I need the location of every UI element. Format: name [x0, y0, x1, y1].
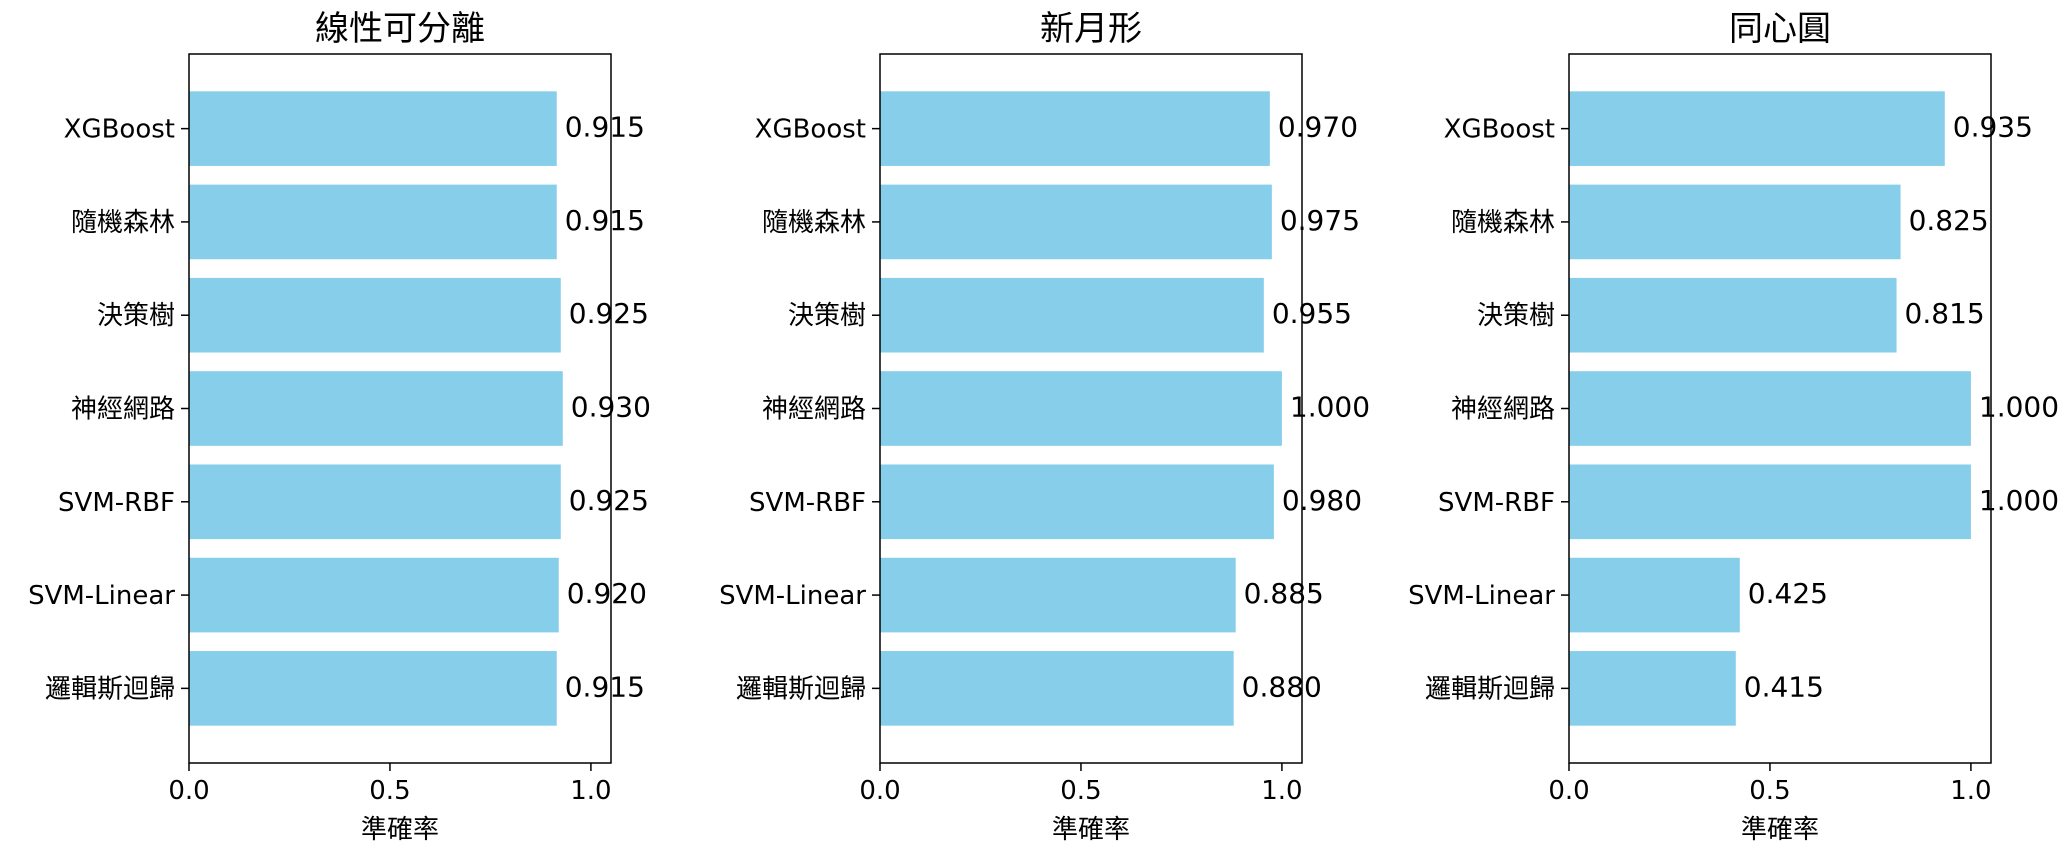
panel-2-bar [880, 557, 1236, 633]
panel-3-axes-frame [1568, 53, 1992, 764]
panel-2-category-label: 邏輯斯迴歸 [736, 674, 866, 704]
panel-2-bar [880, 371, 1282, 446]
panel-2-x-tick-label: 0.5 [1060, 776, 1101, 806]
panel-2-value-label: 0.955 [1272, 297, 1352, 330]
panel-2-category-label: 神經網路 [762, 395, 866, 425]
panel-1-category-label: 決策樹 [97, 301, 175, 331]
panel-3-value-label: 0.825 [1909, 204, 1989, 237]
panel-3-value-label: 0.815 [1905, 297, 1985, 330]
panel-1-x-axis-label: 準確率 [361, 815, 439, 845]
panel-1-bar [189, 277, 561, 353]
panel-2-x-axis-label: 準確率 [1052, 815, 1130, 845]
panel-1-category-label: 邏輯斯迴歸 [45, 674, 175, 704]
panel-3-bar [1569, 277, 1897, 353]
panel-3-x-tick-label: 0.5 [1749, 776, 1790, 806]
panel-3-category-label: 決策樹 [1477, 301, 1555, 331]
panel-2-bar [880, 184, 1272, 260]
panel-3-bar [1569, 557, 1740, 633]
panel-2-bar [880, 651, 1234, 726]
panel-1-bar [189, 184, 557, 260]
panel-1-category-label: SVM-RBF [58, 488, 175, 518]
panel-1-axes-frame [188, 53, 612, 764]
panel-3-bar [1569, 371, 1971, 446]
panel-2-category-label: XGBoost [755, 115, 866, 145]
panel-1-value-label: 0.915 [565, 670, 645, 703]
panel-1-category-label: SVM-Linear [28, 581, 175, 611]
panel-2-category-label: SVM-RBF [749, 488, 866, 518]
panel-2-value-label: 0.885 [1244, 577, 1324, 610]
panel-3-category-label: SVM-RBF [1438, 488, 1555, 518]
panel-3-bar [1569, 91, 1945, 166]
panel-1-title: 線性可分離 [315, 9, 485, 49]
panel-3-category-label: XGBoost [1444, 115, 1555, 145]
panel-1-category-label: 隨機森林 [71, 208, 175, 238]
panel-3-value-label: 0.935 [1953, 111, 2033, 144]
panel-2-category-label: SVM-Linear [719, 581, 866, 611]
panel-1-value-label: 0.915 [565, 204, 645, 237]
panel-2-title: 新月形 [1040, 9, 1142, 49]
panel-2-category-label: 決策樹 [788, 301, 866, 331]
panel-2-value-label: 1.000 [1290, 391, 1370, 424]
panel-2-bar [880, 277, 1264, 353]
panel-1-bar [189, 464, 561, 540]
panel-1-x-tick-label: 0.0 [168, 776, 209, 806]
panel-1-value-label: 0.925 [569, 484, 649, 517]
panel-1-category-label: 神經網路 [71, 395, 175, 425]
panel-2-category-label: 隨機森林 [762, 208, 866, 238]
panel-2-value-label: 0.980 [1282, 484, 1362, 517]
panel-1-bar [189, 91, 557, 166]
panel-3-value-label: 1.000 [1979, 391, 2059, 424]
panel-2-x-tick-label: 0.0 [859, 776, 900, 806]
panel-3-bar [1569, 651, 1736, 726]
panel-3-category-label: SVM-Linear [1408, 581, 1555, 611]
panel-3-category-label: 神經網路 [1451, 395, 1555, 425]
panel-2-x-tick-label: 1.0 [1261, 776, 1302, 806]
panel-2-value-label: 0.975 [1280, 204, 1360, 237]
panel-3-value-label: 0.415 [1744, 670, 1824, 703]
panel-2-axes-frame [879, 53, 1303, 764]
panel-3-bar [1569, 464, 1971, 540]
panel-1-value-label: 0.915 [565, 111, 645, 144]
panel-2-value-label: 0.970 [1278, 111, 1358, 144]
panel-1-bar [189, 557, 559, 633]
panel-2-bar [880, 91, 1270, 166]
panel-3-title: 同心圓 [1729, 9, 1831, 49]
panel-3-x-tick-label: 1.0 [1950, 776, 1991, 806]
panel-3-value-label: 0.425 [1748, 577, 1828, 610]
panel-1-category-label: XGBoost [64, 115, 175, 145]
panel-2-value-label: 0.880 [1242, 670, 1322, 703]
panel-1-x-tick-label: 0.5 [369, 776, 410, 806]
panel-3-x-axis-label: 準確率 [1741, 815, 1819, 845]
panel-3-category-label: 隨機森林 [1451, 208, 1555, 238]
panel-3-x-tick-label: 0.0 [1548, 776, 1589, 806]
panel-1-value-label: 0.920 [567, 577, 647, 610]
panel-1-value-label: 0.925 [569, 297, 649, 330]
panel-1-bar [189, 371, 563, 446]
panel-3-bar [1569, 184, 1901, 260]
panel-1-bar [189, 651, 557, 726]
panel-3-category-label: 邏輯斯迴歸 [1425, 674, 1555, 704]
panel-2-bar [880, 464, 1274, 540]
panel-1-x-tick-label: 1.0 [570, 776, 611, 806]
panel-3-value-label: 1.000 [1979, 484, 2059, 517]
